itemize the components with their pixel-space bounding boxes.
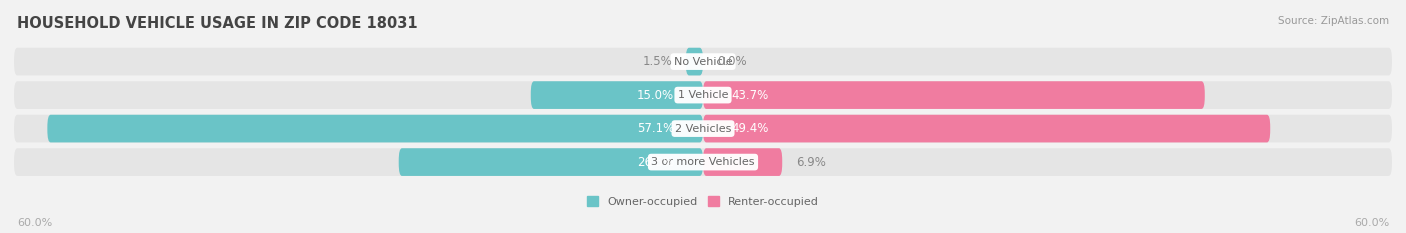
Legend: Owner-occupied, Renter-occupied: Owner-occupied, Renter-occupied	[586, 196, 820, 207]
Text: 26.5%: 26.5%	[637, 156, 675, 169]
FancyBboxPatch shape	[703, 115, 1270, 142]
FancyBboxPatch shape	[14, 115, 1392, 142]
Text: 0.0%: 0.0%	[717, 55, 747, 68]
FancyBboxPatch shape	[14, 148, 1392, 176]
FancyBboxPatch shape	[14, 48, 1392, 75]
Text: 57.1%: 57.1%	[637, 122, 675, 135]
Text: 15.0%: 15.0%	[637, 89, 675, 102]
Text: 1.5%: 1.5%	[643, 55, 672, 68]
Text: HOUSEHOLD VEHICLE USAGE IN ZIP CODE 18031: HOUSEHOLD VEHICLE USAGE IN ZIP CODE 1803…	[17, 16, 418, 31]
Text: 60.0%: 60.0%	[1354, 218, 1389, 228]
FancyBboxPatch shape	[48, 115, 703, 142]
Text: 60.0%: 60.0%	[17, 218, 52, 228]
Text: 2 Vehicles: 2 Vehicles	[675, 123, 731, 134]
Text: 6.9%: 6.9%	[796, 156, 825, 169]
FancyBboxPatch shape	[686, 48, 703, 75]
FancyBboxPatch shape	[703, 81, 1205, 109]
FancyBboxPatch shape	[531, 81, 703, 109]
Text: 1 Vehicle: 1 Vehicle	[678, 90, 728, 100]
Text: 49.4%: 49.4%	[731, 122, 769, 135]
Text: Source: ZipAtlas.com: Source: ZipAtlas.com	[1278, 16, 1389, 26]
Text: 43.7%: 43.7%	[731, 89, 769, 102]
FancyBboxPatch shape	[14, 81, 1392, 109]
Text: 3 or more Vehicles: 3 or more Vehicles	[651, 157, 755, 167]
FancyBboxPatch shape	[703, 148, 782, 176]
FancyBboxPatch shape	[399, 148, 703, 176]
Text: No Vehicle: No Vehicle	[673, 57, 733, 67]
